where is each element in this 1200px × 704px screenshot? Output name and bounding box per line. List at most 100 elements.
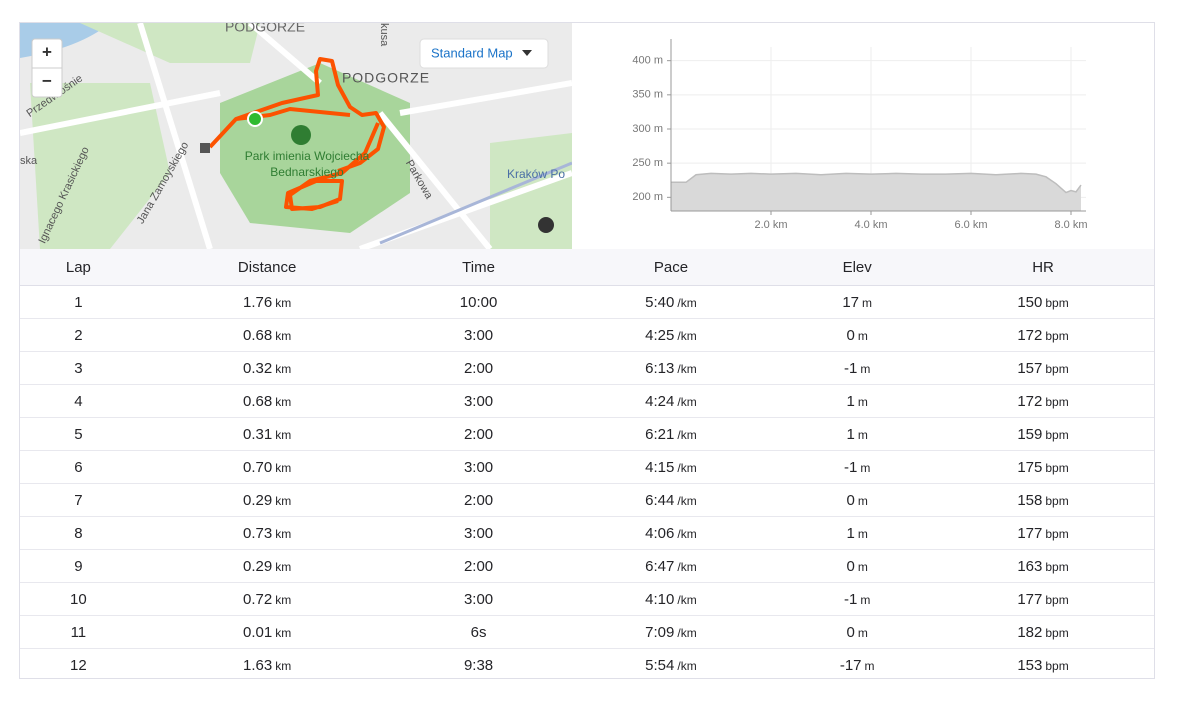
table-cell: 177 bpm	[932, 582, 1154, 616]
cell-unit: m	[857, 559, 868, 574]
lap-row[interactable]: 6 0.70 km 3:00 4:15/km -1 m 175 bpm	[20, 450, 1154, 484]
cell-value: 3:00	[463, 392, 494, 410]
cell-unit: bpm	[1045, 559, 1069, 574]
rail	[379, 161, 572, 245]
table-cell: 150 bpm	[932, 285, 1154, 319]
table-cell: 3:00	[397, 516, 560, 550]
cell-value: 175	[1017, 458, 1043, 476]
lap-row[interactable]: 1 1.76 km 10:00 5:40/km 17 m 150 bpm	[20, 285, 1154, 319]
cell-value: 0.68	[243, 326, 273, 344]
cell-value: 10	[70, 590, 87, 608]
zoom-in-button[interactable]: +	[42, 42, 52, 61]
cell-value: 3	[74, 359, 83, 377]
cell-value: 6:47	[645, 557, 675, 575]
street-label: ska	[20, 155, 38, 167]
table-cell: 0.72 km	[136, 582, 398, 616]
x-tick-label: 8.0 km	[1054, 219, 1087, 231]
cell-unit: bpm	[1045, 493, 1069, 508]
lap-row[interactable]: 8 0.73 km 3:00 4:06/km 1 m 177 bpm	[20, 516, 1154, 550]
cell-unit: m	[857, 394, 868, 409]
cell-unit: bpm	[1045, 394, 1069, 409]
table-cell: 5:54/km	[560, 649, 783, 682]
cell-unit: m	[857, 493, 868, 508]
table-cell: 158 bpm	[932, 483, 1154, 517]
lap-row[interactable]: 10 0.72 km 3:00 4:10/km -1 m 177 bpm	[20, 582, 1154, 616]
park	[80, 23, 260, 63]
cell-unit: m	[860, 361, 871, 376]
cell-unit: /km	[677, 361, 697, 376]
cell-unit: km	[275, 592, 292, 607]
table-cell: 10:00	[397, 285, 560, 319]
cell-value: 2:00	[463, 359, 494, 377]
lap-row[interactable]: 5 0.31 km 2:00 6:21/km 1 m 159 bpm	[20, 417, 1154, 451]
cell-value: 9	[74, 557, 83, 575]
cell-value: 4	[74, 392, 83, 410]
table-cell: 4:06/km	[559, 516, 783, 550]
table-cell: 182 bpm	[932, 615, 1154, 649]
lap-row[interactable]: 2 0.68 km 3:00 4:25/km 0 m 172 bpm	[20, 318, 1154, 352]
table-cell: 1	[20, 285, 137, 319]
map-style-dropdown[interactable]	[419, 38, 549, 69]
lap-row[interactable]: 9 0.29 km 2:00 6:47/km 0 m 163 bpm	[20, 549, 1154, 583]
lap-row[interactable]: 7 0.29 km 2:00 6:44/km 0 m 158 bpm	[20, 483, 1154, 517]
dropdown-caret	[522, 50, 532, 56]
cell-unit: /km	[677, 592, 697, 607]
table-cell: 159 bpm	[932, 417, 1154, 451]
cell-unit: bpm	[1045, 295, 1069, 310]
lap-row[interactable]: 4 0.68 km 3:00 4:24/km 1 m 172 bpm	[20, 384, 1154, 418]
table-cell: 12	[20, 649, 137, 682]
cell-unit: bpm	[1045, 625, 1069, 640]
cell-unit: km	[275, 460, 292, 475]
lap-row[interactable]: 12 1.63 km 9:38 5:54/km -17 m 153 bpm	[20, 649, 1154, 682]
lap-row[interactable]: 11 0.01 km 6s 7:09/km 0 m 182 bpm	[20, 615, 1154, 649]
lap-row[interactable]: 3 0.32 km 2:00 6:13/km -1 m 157 bpm	[20, 351, 1154, 385]
zoom-out-button[interactable]: −	[42, 71, 52, 90]
cell-value: 4:24	[645, 392, 675, 410]
info-icon[interactable]	[538, 217, 554, 233]
table-cell: 3:00	[397, 582, 560, 616]
cell-value: 2:00	[463, 557, 494, 575]
cell-value: 9:38	[463, 656, 494, 674]
street-label: kusa	[378, 23, 390, 47]
cell-value: 5	[74, 425, 83, 443]
column-header: Pace	[559, 249, 783, 286]
cell-value: 153	[1017, 656, 1043, 674]
table-cell: 0.29 km	[136, 483, 398, 517]
column-header: Lap	[20, 249, 137, 286]
table-cell: 0.32 km	[136, 351, 398, 385]
table-cell: -1 m	[782, 351, 933, 385]
cell-value: 1	[846, 524, 855, 542]
table-cell: 8	[20, 516, 137, 550]
cell-value: 0.29	[243, 491, 273, 509]
table-cell: 5	[20, 417, 137, 451]
table-cell: 1.76 km	[136, 285, 398, 319]
cell-value: 158	[1017, 491, 1043, 509]
cell-unit: bpm	[1045, 361, 1069, 376]
cell-unit: /km	[677, 658, 697, 673]
cell-unit: m	[857, 625, 868, 640]
cell-unit: km	[275, 625, 292, 640]
cell-value: 4:15	[645, 458, 675, 476]
cell-value: 6:21	[645, 425, 675, 443]
table-cell: 10	[20, 582, 137, 616]
elevation-area	[671, 173, 1081, 211]
cell-value: 0.31	[243, 425, 273, 443]
place-label: Park imienia Wojciecha	[245, 149, 370, 163]
cell-value: 5:54	[645, 656, 675, 674]
x-tick-label: 2.0 km	[754, 219, 787, 231]
map-style-label[interactable]: Standard Map	[431, 45, 513, 60]
cell-unit: /km	[677, 625, 697, 640]
cell-unit: m	[857, 427, 868, 442]
cell-unit: m	[864, 658, 875, 673]
table-cell: 172 bpm	[932, 384, 1154, 418]
cell-unit: m	[857, 328, 868, 343]
cell-value: 159	[1017, 425, 1043, 443]
cell-value: 0	[846, 557, 855, 575]
table-cell: 157 bpm	[932, 351, 1154, 385]
table-cell: 6:21/km	[559, 417, 783, 451]
cell-unit: km	[275, 658, 292, 673]
y-tick-label: 400 m	[632, 55, 663, 67]
cell-value: 2:00	[463, 425, 494, 443]
